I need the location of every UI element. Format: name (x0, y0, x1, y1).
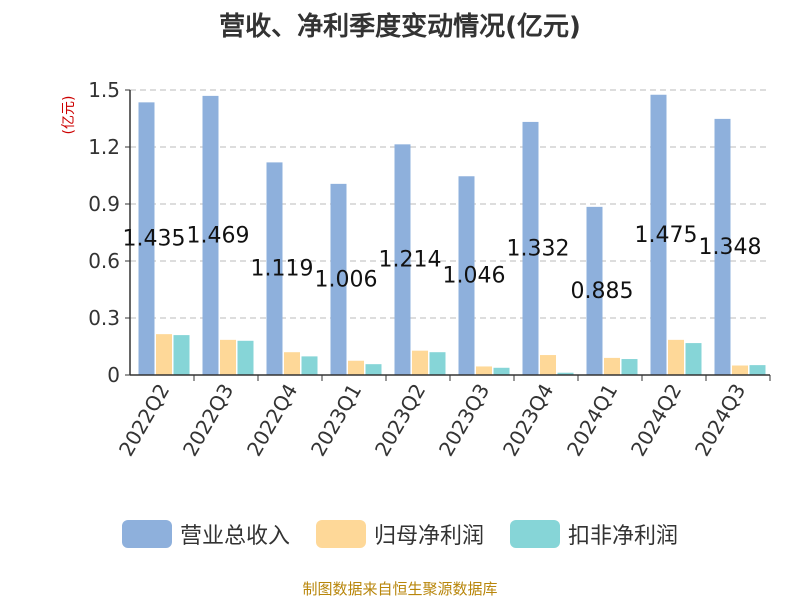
bar-deducted-profit (429, 352, 446, 375)
legend-label-net-profit: 归母净利润 (373, 524, 484, 549)
x-tick-label: 2022Q2 (114, 380, 174, 461)
y-tick-label: 0 (107, 363, 120, 387)
bar-net-profit (220, 339, 236, 375)
legend: 营业总收入 归母净利润 扣非净利润 (0, 518, 800, 550)
bar-revenue (202, 95, 219, 375)
x-tick-label: 2024Q2 (626, 380, 686, 461)
legend-item-revenue[interactable]: 营业总收入 (121, 518, 290, 550)
bar-net-profit (284, 352, 300, 375)
legend-label-deducted-profit: 扣非净利润 (568, 524, 679, 549)
bar-net-profit (412, 350, 428, 375)
y-tick-label: 0.9 (88, 192, 120, 216)
y-tick-label: 0.6 (88, 249, 120, 273)
source-note: 制图数据来自恒生聚源数据库 (302, 580, 498, 598)
data-label-revenue: 0.885 (571, 279, 634, 304)
legend-swatch-revenue (121, 520, 172, 548)
data-label-revenue: 1.435 (123, 227, 186, 252)
bar-revenue (266, 162, 283, 375)
bar-net-profit (476, 366, 492, 375)
bar-deducted-profit (557, 372, 574, 375)
bar-revenue (394, 144, 411, 375)
data-label-revenue: 1.119 (251, 257, 314, 282)
bar-revenue (650, 94, 667, 375)
legend-label-revenue: 营业总收入 (179, 524, 290, 549)
legend-item-net-profit[interactable]: 归母净利润 (315, 518, 484, 550)
data-label-revenue: 1.475 (635, 223, 698, 248)
x-tick-label: 2022Q3 (178, 380, 238, 461)
x-tick-label: 2024Q3 (690, 380, 750, 461)
data-label-revenue: 1.006 (315, 267, 378, 292)
bar-revenue (458, 176, 475, 375)
bar-net-profit (348, 360, 364, 375)
bar-deducted-profit (365, 364, 382, 375)
data-label-revenue: 1.046 (443, 264, 506, 289)
data-label-revenue: 1.348 (699, 235, 762, 260)
bar-net-profit (156, 334, 172, 375)
legend-swatch-net-profit (315, 520, 366, 548)
bar-deducted-profit (173, 335, 190, 375)
legend-swatch-deducted-profit (510, 520, 560, 548)
bar-net-profit (604, 357, 620, 375)
bar-revenue (138, 102, 155, 375)
bar-revenue (586, 206, 603, 375)
bar-deducted-profit (237, 340, 254, 375)
y-axis-label: (亿元) (61, 96, 77, 135)
x-tick-label: 2023Q2 (370, 380, 430, 461)
y-tick-label: 0.3 (88, 306, 120, 330)
data-label-revenue: 1.214 (379, 248, 442, 273)
x-tick-label: 2023Q4 (498, 380, 558, 461)
y-tick-label: 1.5 (88, 78, 120, 102)
bar-deducted-profit (493, 367, 510, 375)
x-tick-label: 2024Q1 (562, 380, 622, 461)
bar-revenue (714, 118, 731, 375)
y-tick-label: 1.2 (88, 135, 120, 159)
bar-net-profit (668, 339, 684, 375)
bar-revenue (330, 183, 347, 375)
data-label-revenue: 1.469 (187, 223, 250, 248)
bar-net-profit (540, 355, 556, 375)
x-tick-label: 2022Q4 (242, 380, 302, 461)
chart-title: 营收、净利季度变动情况(亿元) (219, 12, 581, 42)
bar-deducted-profit (749, 365, 766, 375)
x-tick-label: 2023Q1 (306, 380, 366, 461)
data-label-revenue: 1.332 (507, 236, 570, 261)
legend-item-deducted-profit[interactable]: 扣非净利润 (510, 518, 678, 550)
bar-chart: 00.30.60.91.21.5(亿元)2022Q2 2022Q3 2022Q4 20… (61, 78, 771, 461)
x-tick-label: 2023Q3 (434, 380, 494, 461)
bar-deducted-profit (301, 356, 318, 375)
bar-net-profit (732, 365, 748, 375)
bar-deducted-profit (621, 359, 638, 375)
bar-revenue (522, 121, 539, 375)
bar-deducted-profit (685, 343, 702, 375)
